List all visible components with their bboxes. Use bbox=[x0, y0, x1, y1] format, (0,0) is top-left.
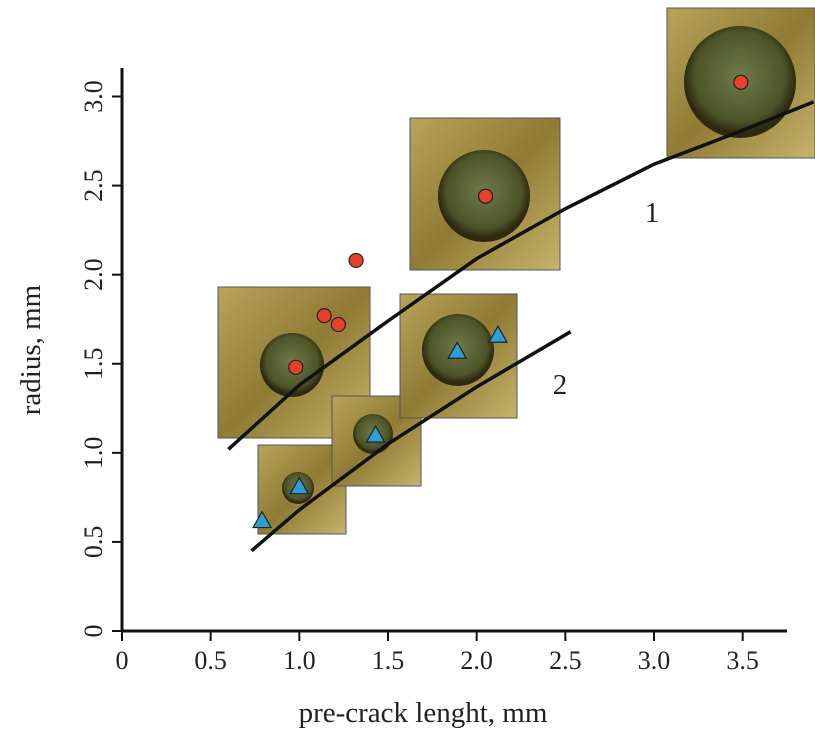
data-point bbox=[447, 341, 468, 359]
fit-curve bbox=[227, 100, 815, 451]
y-tick-label: 3.0 bbox=[79, 80, 108, 113]
x-tick-label: 2.5 bbox=[549, 646, 582, 675]
y-tick-label: 0.5 bbox=[79, 526, 108, 559]
y-tick-label: 1.0 bbox=[79, 437, 108, 470]
y-tick-label: 2.0 bbox=[79, 258, 108, 291]
data-point bbox=[348, 252, 364, 269]
data-point bbox=[330, 316, 346, 333]
data-point bbox=[365, 424, 386, 443]
x-tick-label: 0 bbox=[116, 646, 129, 675]
data-point bbox=[289, 476, 310, 495]
photo bbox=[409, 117, 561, 271]
x-tick-label: 1.5 bbox=[372, 646, 405, 675]
fit-curve bbox=[250, 330, 572, 553]
x-tick-label: 3.5 bbox=[726, 646, 759, 675]
curve-label: 2 bbox=[553, 369, 568, 401]
photo bbox=[666, 7, 815, 159]
y-tick-label: 0 bbox=[79, 625, 108, 638]
plot-area bbox=[227, 74, 815, 553]
photo bbox=[257, 444, 347, 535]
x-tick-label: 0.5 bbox=[194, 646, 227, 675]
x-tick-label: 1.0 bbox=[283, 646, 316, 675]
data-point bbox=[733, 74, 749, 90]
data-point bbox=[487, 325, 508, 343]
x-tick-label: 2.0 bbox=[460, 646, 493, 675]
data-point bbox=[316, 308, 332, 324]
y-tick-label: 2.5 bbox=[79, 169, 108, 202]
data-point bbox=[477, 188, 494, 204]
x-axis-title: pre-crack lenght, mm bbox=[299, 697, 548, 729]
data-point bbox=[288, 359, 304, 375]
inset-photos bbox=[217, 7, 815, 535]
y-axis-title: radius, mm bbox=[15, 284, 47, 415]
curve-label: 1 bbox=[645, 197, 660, 229]
data-point bbox=[252, 510, 273, 529]
y-tick-label: 1.5 bbox=[79, 348, 108, 381]
x-tick-label: 3.0 bbox=[638, 646, 671, 675]
